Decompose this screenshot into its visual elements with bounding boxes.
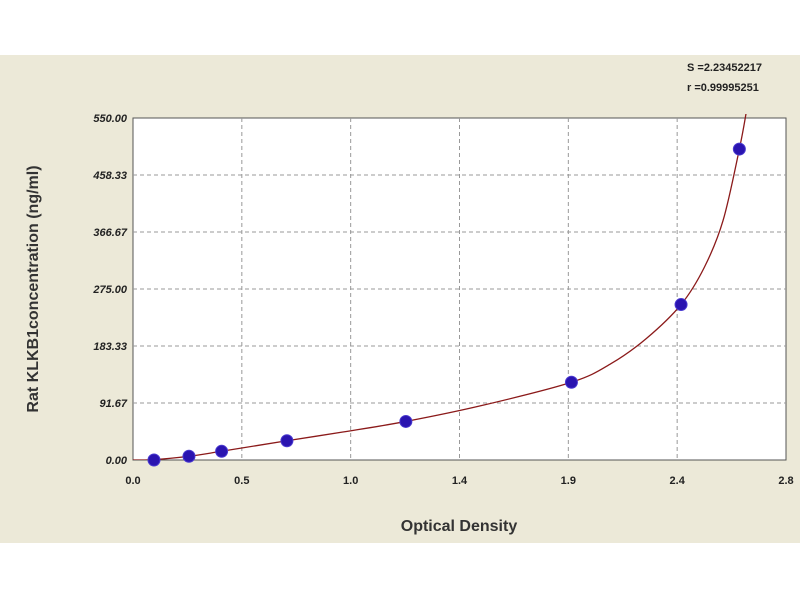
x-tick-labels: 0.0 0.5 1.0 1.4 1.9 2.4 2.8 [125, 475, 793, 487]
x-tick-label: 2.8 [778, 475, 793, 487]
y-tick-label: 550.00 [93, 113, 128, 125]
data-point [182, 449, 196, 463]
y-tick-label: 0.00 [106, 455, 128, 467]
data-point [674, 298, 688, 312]
grid-lines [133, 118, 786, 460]
stat-s-value: S =2.23452217 [687, 62, 762, 74]
y-tick-labels: 0.00 91.67 183.33 275.00 366.67 458.33 550.00 [92, 113, 128, 467]
fit-curve-layer [133, 114, 747, 460]
data-point [280, 434, 294, 448]
x-axis-title: Optical Density [401, 518, 518, 535]
x-tick-label: 2.4 [670, 475, 686, 487]
y-tick-label: 366.67 [93, 227, 128, 239]
x-tick-label: 1.4 [452, 475, 468, 487]
x-tick-label: 1.9 [561, 475, 576, 487]
x-tick-label: 0.5 [234, 475, 249, 487]
data-point [564, 375, 578, 389]
data-points-layer [147, 142, 746, 467]
stat-r-value: r =0.99995251 [687, 82, 759, 94]
data-point [732, 142, 746, 156]
fit-curve [133, 114, 747, 460]
y-tick-label: 458.33 [92, 170, 127, 182]
x-tick-label: 1.0 [343, 475, 358, 487]
y-axis-title: Rat KLKB1concentration (ng/ml) [25, 165, 42, 412]
data-point [147, 453, 161, 467]
y-tick-label: 91.67 [99, 398, 127, 410]
y-tick-label: 275.00 [92, 284, 128, 296]
y-tick-label: 183.33 [93, 341, 127, 353]
data-point [399, 414, 413, 428]
x-tick-label: 0.0 [125, 475, 140, 487]
data-point [215, 444, 229, 458]
